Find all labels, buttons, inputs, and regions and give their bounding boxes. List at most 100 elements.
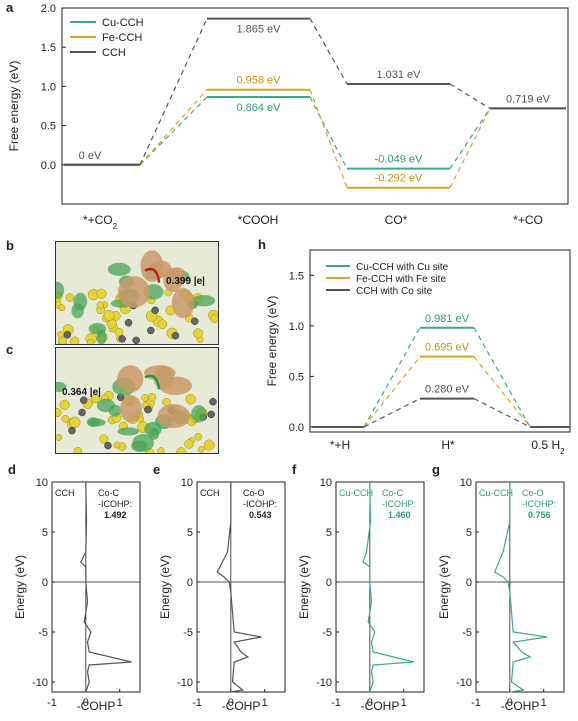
y-tick-label: 0 xyxy=(187,577,193,589)
energy-connector-CCH with Co site xyxy=(473,398,531,428)
y-axis-label: Energy (eV) xyxy=(297,555,311,619)
y-tick-label: -5 xyxy=(322,627,332,639)
panel-c-label: c xyxy=(6,342,14,357)
sulfur-atom xyxy=(197,445,205,453)
legend-label: CCH with Co site xyxy=(356,286,433,297)
structure-image-c xyxy=(56,365,217,453)
her-energy-chart: 0.0 0.5 1.0 1.5 Free energy (eV) *+H H* 0.5 H2 0… xyxy=(265,249,571,456)
metal-atom xyxy=(63,331,72,339)
y-tick-label: 1.5 xyxy=(41,42,56,54)
cohp-curve xyxy=(362,481,414,693)
y-tick-label: 0.5 xyxy=(289,371,304,383)
sulfur-atom xyxy=(194,432,203,441)
plot-frame xyxy=(51,481,141,693)
y-tick-label: 0 xyxy=(42,577,48,589)
x-tick-label: 0 xyxy=(83,697,89,709)
y-tick-label: -5 xyxy=(38,627,48,639)
y-tick-label: -10 xyxy=(316,677,332,689)
panel-a: a 0.0 0.5 1.0 1.5 2.0 Free energy (eV) *+CO2 *C… xyxy=(0,0,578,236)
x-tick-label: 1 xyxy=(117,697,123,709)
sulfur-atom xyxy=(99,434,109,444)
panel-a-label: a xyxy=(6,0,14,15)
metal-atom xyxy=(147,326,155,335)
metal-atom xyxy=(79,396,88,404)
y-tick-label: -5 xyxy=(183,627,193,639)
y-axis-label: Free energy (eV) xyxy=(7,61,21,152)
metal-atom xyxy=(151,306,159,315)
sulfur-atom xyxy=(58,304,66,312)
panel-label: e xyxy=(153,462,160,477)
energy-connector-CCH with Co site xyxy=(363,398,421,428)
energy-connector-Fe-CCH xyxy=(449,108,491,188)
energy-annotation: 0.864 eV xyxy=(236,102,281,114)
y-axis-label: Energy (eV) xyxy=(13,555,27,619)
energy-connector-CCH xyxy=(449,83,491,109)
y-tick-label: 5 xyxy=(466,527,472,539)
y-tick-label: 1.0 xyxy=(289,321,304,333)
cohp-curve xyxy=(493,482,548,693)
charge-accumulation-lobe xyxy=(171,288,195,319)
charge-transfer-label-c: 0.364 |e| xyxy=(62,387,101,398)
panel-label: d xyxy=(8,462,16,477)
charge-depletion-lobe xyxy=(191,405,207,423)
sulfur-atom xyxy=(193,328,204,339)
sulfur-atom xyxy=(210,314,218,323)
x-tick-label: 0 xyxy=(228,697,234,709)
legend-label: CCH xyxy=(102,47,126,59)
charge-density-structure-c: 0.364 |e| xyxy=(55,347,219,454)
plot-frame xyxy=(335,481,425,693)
sulfur-atom xyxy=(87,339,95,344)
icohp-value: 0.543 xyxy=(249,510,272,520)
metal-atom xyxy=(78,408,86,417)
metal-atom xyxy=(118,335,126,343)
metal-atom xyxy=(104,441,112,450)
x-category-label: *+CO2 xyxy=(83,213,118,231)
x-tick-label: -1 xyxy=(331,697,341,709)
icohp-value: 0.756 xyxy=(528,510,551,520)
energy-profile-chart: 0.0 0.5 1.0 1.5 2.0 Free energy (eV) *+CO2 *COO… xyxy=(7,3,569,231)
x-category-label: *COOH xyxy=(238,213,279,227)
panel-label: f xyxy=(292,462,297,477)
energy-connector-Cu-CCH xyxy=(139,96,208,166)
energy-connector-Cu-CCH xyxy=(309,96,348,169)
plot-frame xyxy=(475,481,565,693)
sulfur-atom xyxy=(176,447,187,453)
sulfur-atom xyxy=(141,393,149,402)
energy-annotation: 0.981 eV xyxy=(425,313,470,325)
x-tick-label: -1 xyxy=(471,697,481,709)
sulfur-atom xyxy=(57,331,64,338)
sulfur-atom xyxy=(113,441,121,449)
x-category-label: *+H xyxy=(330,438,350,452)
sulfur-atom xyxy=(96,301,104,309)
charge-transfer-arrow xyxy=(144,267,161,283)
icohp-value: 1.460 xyxy=(388,510,411,520)
bond-label: Co-C xyxy=(98,488,120,498)
x-axis-label: -COHP xyxy=(501,699,540,713)
sulfur-atom xyxy=(59,399,70,410)
panel-label: g xyxy=(432,462,440,477)
x-tick-label: -1 xyxy=(47,697,57,709)
structure-image-b xyxy=(56,250,218,344)
y-tick-label: 0.0 xyxy=(289,422,304,434)
x-axis-label: -COHP xyxy=(361,699,400,713)
energy-annotation: 0.280 eV xyxy=(425,384,470,396)
sulfur-atom xyxy=(185,394,196,405)
charge-depletion-lobe xyxy=(117,427,140,436)
sulfur-atom xyxy=(61,415,70,423)
y-tick-label: 0.5 xyxy=(41,121,56,133)
charge-depletion-lobe xyxy=(96,329,107,344)
charge-density-structure-b: 0.399 |e| xyxy=(55,241,219,345)
x-tick-label: 0 xyxy=(507,697,513,709)
cohp-curve xyxy=(80,481,132,693)
y-tick-label: 5 xyxy=(42,527,48,539)
legend-label: Cu-CCH xyxy=(102,17,144,29)
icohp-value: 1.492 xyxy=(104,510,127,520)
panel-h: h 0.0 0.5 1.0 1.5 Free energy (eV) *+H H* 0.5 H… xyxy=(230,236,578,456)
legend-label: Fe-CCH with Fe site xyxy=(356,274,446,285)
sulfur-atom xyxy=(73,447,83,453)
bond-label: Co-O xyxy=(243,488,265,498)
